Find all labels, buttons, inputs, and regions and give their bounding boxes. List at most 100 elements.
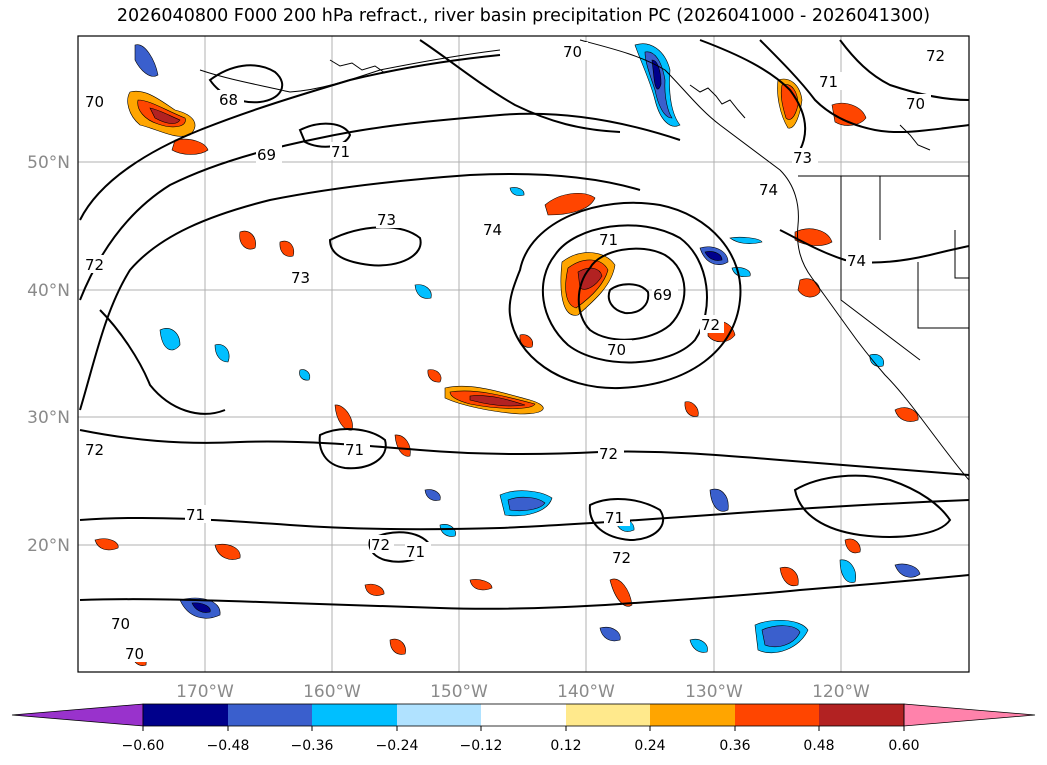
contour-label: 71	[599, 231, 618, 249]
contour-line	[607, 283, 650, 315]
lat-label: 40°N	[27, 281, 70, 301]
precip-region	[599, 627, 621, 642]
contour-line	[328, 226, 422, 267]
lon-label: 140°W	[557, 682, 615, 702]
precip-region	[509, 187, 525, 196]
precip-region	[844, 538, 861, 554]
contour-label: 72	[85, 441, 104, 459]
contour-label: 72	[371, 536, 390, 554]
contour-line	[759, 39, 969, 134]
contour-line	[577, 247, 686, 341]
contour-line	[318, 428, 387, 470]
lon-label: 160°W	[303, 682, 361, 702]
precip-region	[519, 334, 533, 348]
precip-region	[894, 563, 921, 578]
contour-line	[79, 54, 501, 221]
colorbar-tick-label: −0.48	[207, 738, 250, 754]
colorbar-tick-label: −0.60	[122, 738, 165, 754]
latitude-labels: 50°N 40°N 30°N 20°N	[27, 153, 70, 556]
colorbar-tick-label: 0.36	[719, 738, 750, 754]
map-frame	[77, 35, 970, 673]
contour-line	[839, 39, 969, 101]
precip-region	[427, 369, 442, 383]
precip-region	[761, 625, 801, 648]
contour-line	[79, 574, 969, 610]
precip-region	[279, 240, 295, 257]
contour-line	[419, 39, 621, 133]
contour-label: 69	[257, 146, 276, 164]
contour-label: 69	[653, 286, 672, 304]
colorbar-tick-label: −0.12	[460, 738, 503, 754]
precip-region	[831, 102, 867, 126]
contour-line	[508, 201, 742, 390]
precip-region	[894, 407, 919, 422]
precip-region	[214, 344, 230, 363]
precip-region	[780, 84, 799, 120]
contour-line	[588, 498, 665, 542]
contour-label: 70	[111, 615, 130, 633]
contour-label: 71	[186, 506, 205, 524]
contour-line	[793, 474, 952, 538]
precip-region	[544, 192, 596, 216]
contour-label: 73	[793, 149, 812, 167]
lat-label: 20°N	[27, 536, 70, 556]
colorbar-bin	[228, 704, 312, 726]
precip-region	[94, 538, 119, 551]
precip-region	[689, 639, 708, 653]
precip-region	[389, 638, 406, 655]
precip-region	[191, 602, 211, 613]
precip-negative-regions	[134, 43, 921, 654]
precip-region	[469, 579, 493, 591]
precip-region	[609, 578, 633, 607]
contour-label: 73	[291, 269, 310, 287]
colorbar-ticks	[142, 726, 905, 731]
precip-region	[869, 354, 885, 367]
contour-label: 70	[563, 43, 582, 61]
contour-line	[99, 309, 226, 415]
precip-region	[159, 328, 181, 351]
precip-region	[394, 434, 411, 457]
colorbar-bin	[650, 704, 735, 726]
lon-label: 170°W	[176, 682, 234, 702]
colorbar-tick-label: 0.24	[634, 738, 665, 754]
precip-region	[651, 59, 662, 90]
contour-label: 68	[219, 91, 238, 109]
precip-region	[239, 230, 256, 250]
colorbar-bin	[566, 704, 650, 726]
precip-region	[684, 401, 699, 417]
precip-region	[709, 488, 729, 512]
colorbar-tick-label: 0.60	[888, 738, 919, 754]
colorbar-tick-label: −0.24	[376, 738, 419, 754]
contour-label: 74	[759, 181, 778, 199]
precip-positive-regions	[94, 78, 919, 666]
contour-line	[79, 172, 641, 411]
contour-label: 72	[599, 445, 618, 463]
contour-label: 72	[701, 316, 720, 334]
contour-label: 71	[605, 509, 624, 527]
contour-label: 71	[819, 73, 838, 91]
colorbar-tick-label: 0.12	[550, 738, 581, 754]
precip-region	[704, 251, 723, 261]
precip-region	[839, 559, 856, 583]
colorbar-extend-low	[11, 703, 144, 727]
precip-region	[149, 107, 181, 124]
precip-region	[439, 524, 456, 537]
colorbar-frame	[142, 703, 905, 727]
precip-region	[779, 567, 799, 587]
contour-line	[699, 39, 807, 151]
lon-label: 120°W	[812, 682, 870, 702]
contour-label: 74	[847, 252, 866, 270]
contour-label: 72	[85, 256, 104, 274]
contour-labels: 68 69 70 70 70 70 70 70 71 71 71 71 71 7…	[84, 42, 951, 663]
colorbar-bin	[312, 704, 397, 726]
colorbar-tick-label: 0.48	[803, 738, 834, 754]
colorbar-bin	[819, 704, 904, 726]
contour-label: 72	[926, 47, 945, 65]
precip-region	[414, 284, 432, 299]
lon-label: 130°W	[685, 682, 743, 702]
colorbar-tick-label: −0.36	[291, 738, 334, 754]
lat-label: 50°N	[27, 153, 70, 173]
colorbar-bin	[481, 704, 566, 726]
contour-label: 71	[345, 441, 364, 459]
